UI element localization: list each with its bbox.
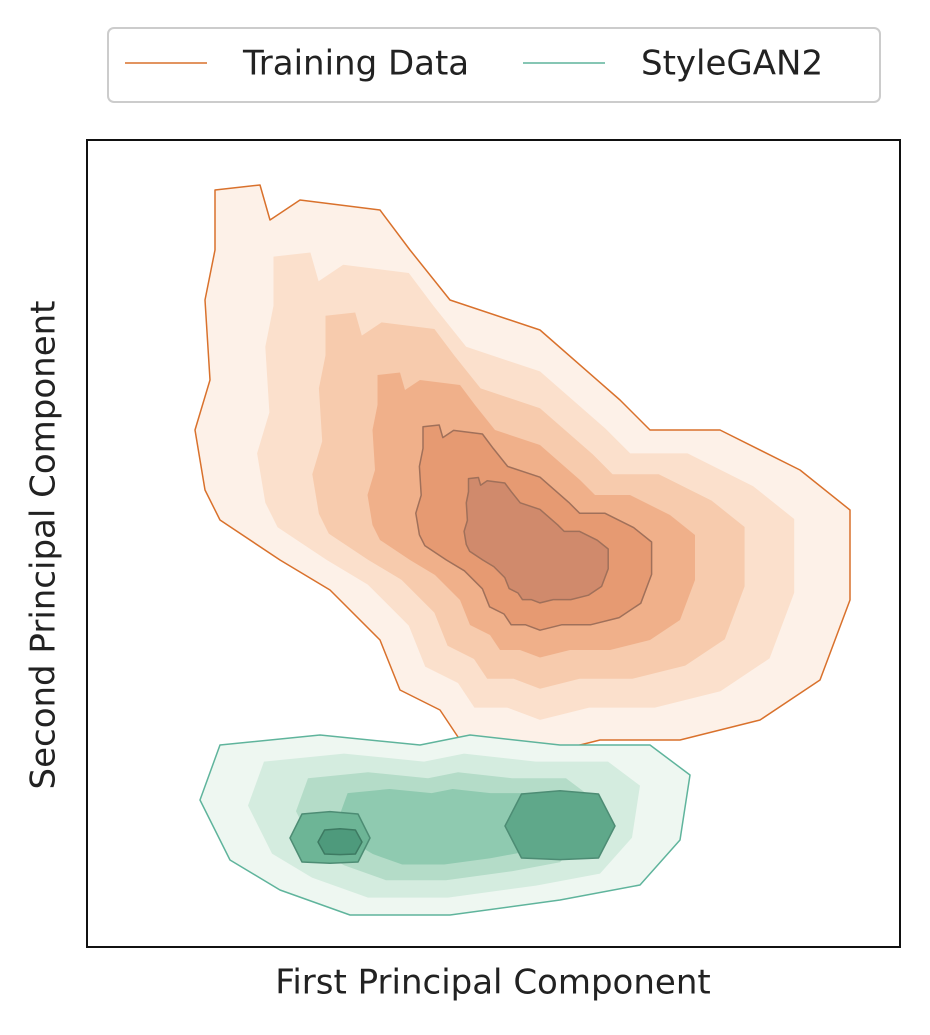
plot-frame: [86, 139, 901, 948]
density-contour: [317, 828, 363, 856]
density-contour: [339, 788, 545, 865]
legend-label: StyleGAN2: [641, 44, 823, 84]
y-axis-label: Second Principal Component: [24, 300, 64, 789]
density-contour: [504, 790, 616, 861]
legend-box: [107, 27, 881, 103]
density-area: [194, 184, 851, 916]
x-axis-label: First Principal Component: [275, 963, 710, 1003]
density-contour: [463, 476, 609, 604]
legend-label: Training Data: [242, 44, 469, 84]
